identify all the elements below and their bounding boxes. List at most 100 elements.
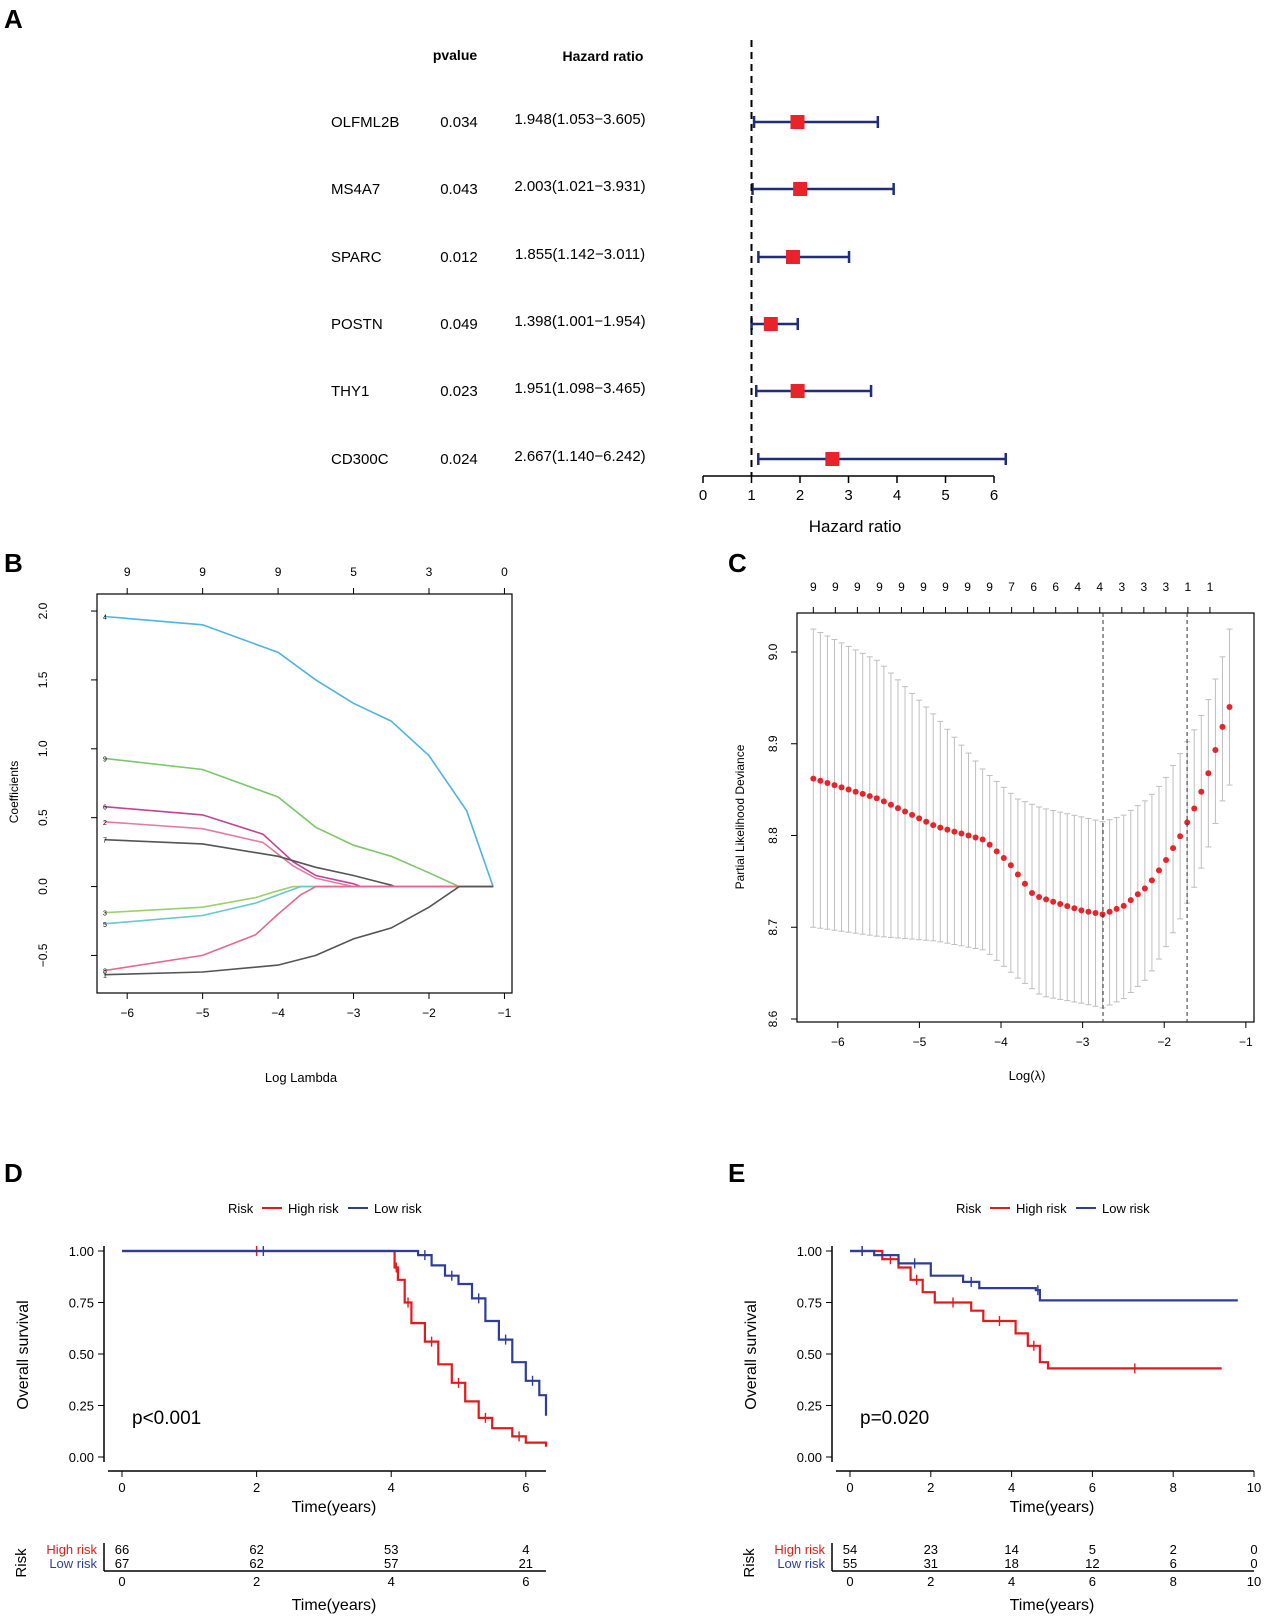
cv-point bbox=[1050, 898, 1057, 905]
x-tick-label: −5 bbox=[196, 1006, 210, 1020]
cv-point bbox=[916, 815, 923, 822]
panel-label-a: A bbox=[4, 4, 23, 34]
y-tick-label: 8.9 bbox=[766, 735, 780, 752]
lasso-cv-plot: −6 −5 −4 −3 −2 −1 9 9 9 9 9 9 9 9 9 7 6 6 4 4 3 3 3 1 1 8.6 8.7 8.8… bbox=[733, 580, 1255, 1083]
x-tick-label: −5 bbox=[913, 1035, 927, 1049]
coef-path-label: 8 bbox=[103, 969, 107, 976]
risk-x-axis-title: Time(years) bbox=[1010, 1597, 1095, 1614]
cv-point bbox=[1134, 891, 1141, 898]
risk-x-axis-title: Time(years) bbox=[292, 1597, 377, 1614]
coef-path-label: 9 bbox=[103, 756, 107, 763]
legend-label-high: High risk bbox=[1016, 1201, 1067, 1216]
pvalue-value: 0.023 bbox=[440, 383, 478, 400]
x-tick-label: 4 bbox=[893, 487, 901, 504]
risk-row-label: Low risk bbox=[49, 1556, 97, 1571]
x-tick-label: 8 bbox=[1170, 1480, 1177, 1495]
x-tick-label: 0 bbox=[699, 487, 707, 504]
y-tick-label: 1.5 bbox=[36, 671, 50, 688]
cv-point bbox=[1092, 910, 1099, 917]
x-axis-title: Log Lambda bbox=[265, 1070, 338, 1085]
cv-point bbox=[880, 798, 887, 805]
x-tick-label: −1 bbox=[498, 1006, 512, 1020]
pvalue-value: 0.024 bbox=[440, 451, 478, 468]
top-tick-label: 9 bbox=[199, 565, 206, 579]
hr-point bbox=[763, 317, 778, 331]
x-tick-label: −1 bbox=[1239, 1035, 1253, 1049]
top-tick-label: 4 bbox=[1096, 580, 1103, 594]
cv-point bbox=[845, 786, 852, 793]
header-pvalue: pvalue bbox=[433, 47, 478, 63]
risk-count: 12 bbox=[1085, 1556, 1099, 1571]
panel-label-b: B bbox=[4, 548, 23, 578]
hr-point bbox=[825, 452, 840, 466]
top-tick-label: 3 bbox=[426, 565, 433, 579]
x-tick-label: 4 bbox=[1008, 1480, 1015, 1495]
top-tick-label: 9 bbox=[986, 580, 993, 594]
cv-point bbox=[831, 782, 838, 789]
cv-point bbox=[1177, 833, 1184, 840]
panel-label-c: C bbox=[728, 548, 747, 578]
x-tick-label: −3 bbox=[347, 1006, 361, 1020]
coef-path-label: 1 bbox=[103, 973, 107, 980]
coef-path-label: 4 bbox=[103, 615, 107, 622]
y-tick-label: 0.75 bbox=[797, 1296, 822, 1311]
risk-table-title: Risk bbox=[741, 1548, 758, 1578]
top-tick-label: 9 bbox=[942, 580, 949, 594]
cv-point bbox=[979, 836, 986, 843]
cv-point bbox=[993, 848, 1000, 855]
risk-count: 54 bbox=[843, 1542, 857, 1557]
survival-curve-high bbox=[850, 1249, 1222, 1370]
forest-plot: pvalue Hazard ratio OLFML2B 0.034 1.948(1.05… bbox=[331, 40, 1007, 536]
risk-x-tick-label: 4 bbox=[388, 1574, 395, 1589]
pvalue-value: 0.034 bbox=[440, 114, 478, 131]
pvalue-value: 0.043 bbox=[440, 181, 478, 198]
y-tick-label: 0.25 bbox=[797, 1399, 822, 1414]
legend-label-low: Low risk bbox=[374, 1201, 422, 1216]
y-axis-title: Coefficients bbox=[7, 761, 21, 823]
cv-point bbox=[986, 841, 993, 848]
hr-point bbox=[790, 384, 805, 398]
risk-x-tick-label: 6 bbox=[1089, 1574, 1096, 1589]
x-tick-label: 3 bbox=[844, 487, 852, 504]
x-tick-label: 5 bbox=[941, 487, 949, 504]
top-tick-label: 3 bbox=[1118, 580, 1125, 594]
cv-point bbox=[866, 793, 873, 800]
cv-point bbox=[1219, 723, 1226, 730]
risk-count: 62 bbox=[249, 1542, 263, 1557]
header-hazard-ratio: Hazard ratio bbox=[563, 48, 644, 64]
risk-x-tick-label: 10 bbox=[1247, 1574, 1261, 1589]
risk-x-tick-label: 0 bbox=[118, 1574, 125, 1589]
cv-point bbox=[1205, 770, 1212, 777]
top-tick-label: 9 bbox=[832, 580, 839, 594]
survival-curve-low bbox=[850, 1249, 1238, 1302]
survival-curve-high bbox=[122, 1249, 548, 1447]
cv-point bbox=[838, 784, 845, 791]
cv-point bbox=[1043, 896, 1050, 903]
top-tick-label: 7 bbox=[1008, 580, 1015, 594]
risk-count: 5 bbox=[1089, 1542, 1096, 1557]
cv-point bbox=[965, 832, 972, 839]
risk-x-tick-label: 6 bbox=[522, 1574, 529, 1589]
coef-path-label: 5 bbox=[103, 922, 107, 929]
top-tick-label: 9 bbox=[898, 580, 905, 594]
top-tick-label: 5 bbox=[350, 565, 357, 579]
cv-point bbox=[887, 801, 894, 808]
y-tick-label: 0.00 bbox=[797, 1450, 822, 1465]
y-axis-title: Overall survival bbox=[15, 1300, 32, 1409]
top-tick-label: 9 bbox=[124, 565, 131, 579]
coef-path-label: 7 bbox=[103, 838, 107, 845]
cv-point bbox=[937, 824, 944, 831]
top-tick-label: 1 bbox=[1185, 580, 1192, 594]
y-axis-title: Partial Likelihood Deviance bbox=[733, 744, 747, 889]
cv-point bbox=[1127, 897, 1134, 904]
survival-curve-low bbox=[122, 1249, 548, 1416]
cv-point bbox=[909, 811, 916, 818]
top-tick-label: 9 bbox=[810, 580, 817, 594]
cv-point bbox=[852, 788, 859, 795]
risk-count: 4 bbox=[522, 1542, 529, 1557]
plot-frame bbox=[96, 593, 513, 994]
risk-count: 53 bbox=[384, 1542, 398, 1557]
coef-path-label: 2 bbox=[103, 820, 107, 827]
hazard-ratio-text: 2.003(1.021−3.931) bbox=[514, 178, 645, 195]
y-tick-label: 2.0 bbox=[36, 602, 50, 619]
